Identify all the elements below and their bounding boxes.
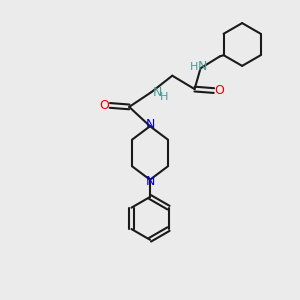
- Text: O: O: [214, 84, 224, 97]
- Text: N: N: [145, 175, 155, 188]
- Text: H: H: [190, 62, 198, 72]
- Text: O: O: [100, 99, 110, 112]
- Text: N: N: [198, 60, 207, 73]
- Text: N: N: [145, 118, 155, 130]
- Text: H: H: [160, 92, 168, 102]
- Text: N: N: [153, 85, 162, 98]
